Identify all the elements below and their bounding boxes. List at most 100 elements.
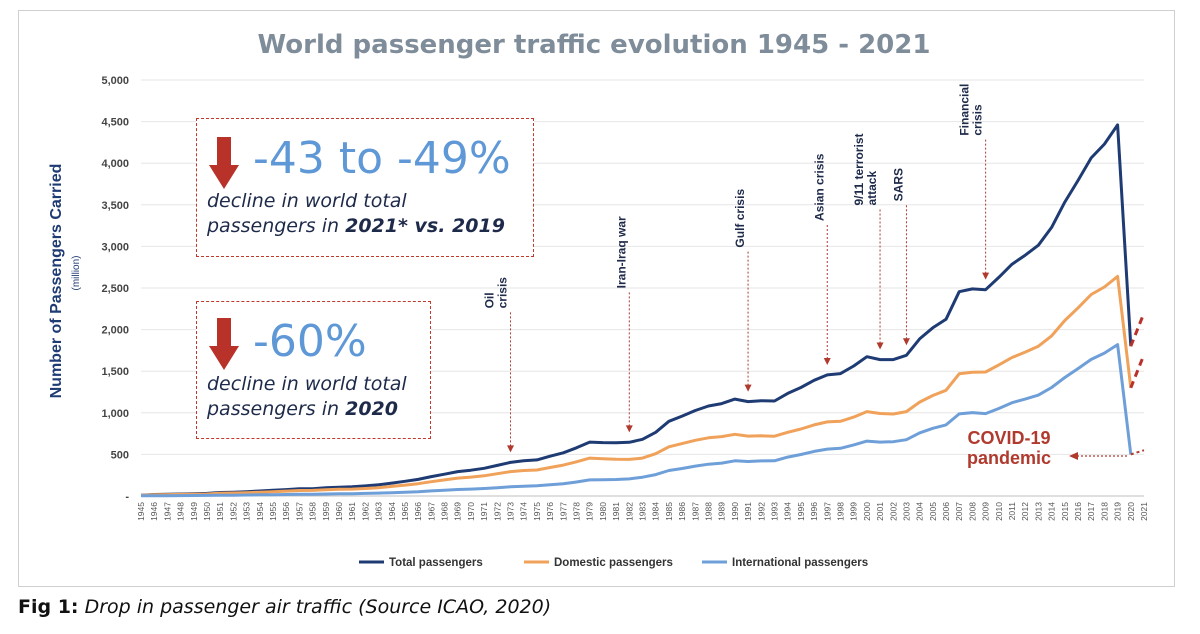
x-tick-label: 1992 [756, 502, 766, 521]
x-tick-label: 1988 [703, 502, 713, 521]
decline-2020-line1: decline in world total [207, 373, 407, 395]
x-tick-label: 2001 [875, 502, 885, 521]
decline-2020-callout: -60% decline in world total passengers i… [196, 301, 431, 439]
x-tick-label: 2020 [1126, 502, 1136, 521]
x-tick-label: 1976 [545, 502, 555, 521]
covid-pointer-arrowhead [1069, 452, 1078, 460]
event-label: Oil [483, 292, 497, 308]
event-label: crisis [971, 104, 985, 136]
x-tick-label: 1973 [506, 502, 516, 521]
decline-2021-line1: decline in world total [207, 190, 407, 212]
y-tick-label: - [125, 491, 129, 503]
x-tick-label: 1962 [360, 502, 370, 521]
chart-frame: World passenger traffic evolution 1945 -… [18, 10, 1175, 587]
y-tick-labels: - 500 1,000 1,500 2,000 2,500 3,000 3,500 4,000 4… [101, 75, 129, 503]
x-tick-label: 1998 [835, 502, 845, 521]
x-tick-label: 1956 [281, 502, 291, 521]
x-tick-label: 1949 [189, 502, 199, 521]
decline-2021-value: -43 to -49% [253, 133, 511, 184]
series-lines [140, 123, 1146, 498]
domestic-passengers-line-forecast [1129, 354, 1146, 389]
legend-label: Domestic passengers [554, 557, 673, 569]
x-tick-label: 2009 [981, 502, 991, 521]
x-tick-label: 1952 [228, 502, 238, 521]
x-tick-label: 1958 [308, 502, 318, 521]
event-label: Iran-Iraq war [614, 216, 628, 288]
decline-2020-line2: passengers in [207, 398, 346, 420]
x-tick-label: 2019 [1113, 502, 1123, 521]
x-tick-label: 2010 [994, 502, 1004, 521]
x-tick-label: 1972 [492, 502, 502, 521]
x-tick-label: 1995 [796, 502, 806, 521]
y-axis-label: Number of Passengers Carried [48, 164, 65, 399]
y-tick-label: 4,000 [101, 158, 129, 170]
x-tick-label: 2003 [901, 502, 911, 521]
x-tick-label: 1959 [321, 502, 331, 521]
x-tick-label: 1983 [638, 502, 648, 521]
x-tick-label: 1963 [374, 502, 384, 521]
x-tick-label: 1946 [149, 502, 159, 521]
event-label: Asian crisis [812, 153, 826, 221]
decline-2020-description: decline in world total passengers in 202… [207, 372, 407, 422]
x-tick-label: 1993 [769, 502, 779, 521]
x-tick-label: 1961 [347, 502, 357, 521]
x-tick-label: 1982 [624, 502, 634, 521]
x-tick-label: 2011 [1007, 502, 1017, 521]
y-tick-label: 5,000 [101, 75, 129, 87]
x-tick-label: 1955 [268, 502, 278, 521]
x-tick-label: 1957 [294, 502, 304, 521]
event-marker-arrowhead [507, 445, 515, 453]
total-passengers-line [140, 123, 1133, 497]
x-tick-label: 1970 [466, 502, 476, 521]
x-tick-label: 2004 [915, 502, 925, 521]
x-tick-label: 1969 [453, 502, 463, 521]
x-tick-label: 2021 [1139, 502, 1149, 521]
x-tick-label: 1984 [651, 502, 661, 521]
x-tick-label: 2005 [928, 502, 938, 521]
total-passengers-line-forecast [1129, 312, 1146, 347]
x-tick-label: 2002 [888, 502, 898, 521]
decline-2020-value: -60% [253, 316, 367, 367]
y-tick-label: 1,000 [101, 408, 129, 420]
event-label: Financial [958, 84, 972, 136]
decline-2021-description: decline in world total passengers in 202… [207, 189, 505, 239]
y-tick-label: 4,500 [101, 117, 129, 129]
x-tick-label: 1980 [598, 502, 608, 521]
y-tick-label: 2,500 [101, 283, 129, 295]
x-tick-label: 1954 [255, 502, 265, 521]
chart-title: World passenger traffic evolution 1945 -… [258, 30, 931, 60]
x-tick-labels: 1945 1946 1947 1948 1949 1950 1951 1952 1953 1954… [136, 502, 1149, 521]
x-tick-label: 1953 [242, 502, 252, 521]
event-marker-arrowhead [625, 425, 633, 433]
covid-label: pandemic [967, 448, 1051, 468]
x-tick-label: 1971 [479, 502, 489, 521]
x-tick-label: 1966 [413, 502, 423, 521]
legend-label: International passengers [732, 557, 868, 569]
x-tick-label: 1948 [176, 502, 186, 521]
decline-2021-callout: -43 to -49% decline in world total passe… [196, 118, 534, 257]
x-tick-label: 2017 [1086, 502, 1096, 521]
x-tick-label: 2008 [967, 502, 977, 521]
event-label: crisis [496, 277, 510, 309]
figure-caption-text: Drop in passenger air traffic (Source IC… [84, 596, 552, 618]
y-tick-label: 1,500 [101, 366, 129, 378]
x-tick-label: 1974 [519, 502, 529, 521]
event-marker-arrowhead [744, 384, 752, 392]
event-label: 9/11 terrorist [852, 134, 866, 206]
x-tick-label: 2014 [1047, 502, 1057, 521]
decline-2020-period: 2020 [345, 398, 398, 420]
x-tick-label: 2012 [1020, 502, 1030, 521]
x-tick-label: 1960 [334, 502, 344, 521]
x-tick-label: 1965 [400, 502, 410, 521]
legend-label: Total passengers [389, 557, 483, 569]
x-tick-label: 1977 [558, 502, 568, 521]
x-tick-label: 2015 [1060, 502, 1070, 521]
event-marker-arrowhead [902, 338, 910, 346]
x-tick-label: 1997 [822, 502, 832, 521]
x-tick-label: 1951 [215, 502, 225, 521]
x-tick-label: 2000 [862, 502, 872, 521]
y-tick-label: 3,000 [101, 241, 129, 253]
x-tick-label: 1994 [783, 502, 793, 521]
event-label: SARS [891, 168, 905, 201]
